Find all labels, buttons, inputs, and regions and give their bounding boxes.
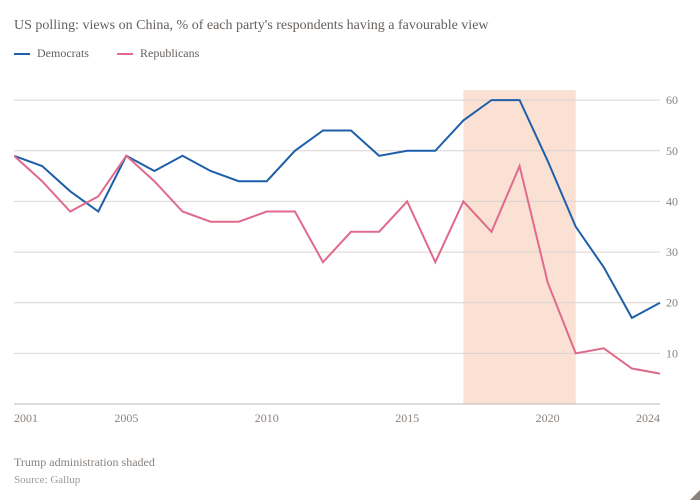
x-tick-label: 2010 (255, 411, 279, 425)
y-tick-label: 50 (666, 144, 678, 158)
y-ticks: 10 20 30 40 50 60 (666, 93, 678, 360)
legend: Democrats Republicans (14, 46, 199, 61)
y-tick-label: 40 (666, 194, 678, 208)
plot-area: 2001 2005 2010 2015 2020 2024 10 20 30 40 50 60 (14, 80, 686, 430)
x-tick-label: 2024 (636, 411, 660, 425)
footnote: Trump administration shaded (14, 455, 155, 470)
x-tick-label: 2001 (14, 411, 38, 425)
x-ticks: 2001 2005 2010 2015 2020 2024 (14, 411, 660, 425)
legend-item-democrats: Democrats (14, 46, 89, 61)
y-tick-label: 20 (666, 296, 678, 310)
y-tick-label: 10 (666, 346, 678, 360)
resize-corner-icon (690, 490, 700, 500)
trump-admin-shaded-region (463, 90, 575, 404)
chart-container: US polling: views on China, % of each pa… (0, 0, 700, 500)
source-line: Source: Gallup (14, 474, 80, 486)
legend-label-republicans: Republicans (140, 46, 199, 61)
chart-title: US polling: views on China, % of each pa… (14, 18, 489, 34)
x-tick-label: 2020 (536, 411, 560, 425)
x-tick-label: 2015 (395, 411, 419, 425)
legend-item-republicans: Republicans (117, 46, 199, 61)
y-tick-label: 30 (666, 245, 678, 259)
legend-swatch-republicans (117, 53, 133, 55)
legend-label-democrats: Democrats (37, 46, 89, 61)
legend-swatch-democrats (14, 53, 30, 55)
y-tick-label: 60 (666, 93, 678, 107)
x-tick-label: 2005 (114, 411, 138, 425)
